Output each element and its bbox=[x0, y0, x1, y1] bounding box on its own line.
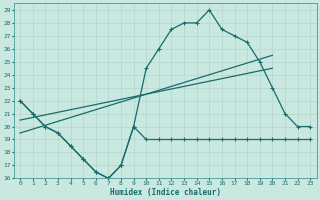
X-axis label: Humidex (Indice chaleur): Humidex (Indice chaleur) bbox=[110, 188, 220, 197]
